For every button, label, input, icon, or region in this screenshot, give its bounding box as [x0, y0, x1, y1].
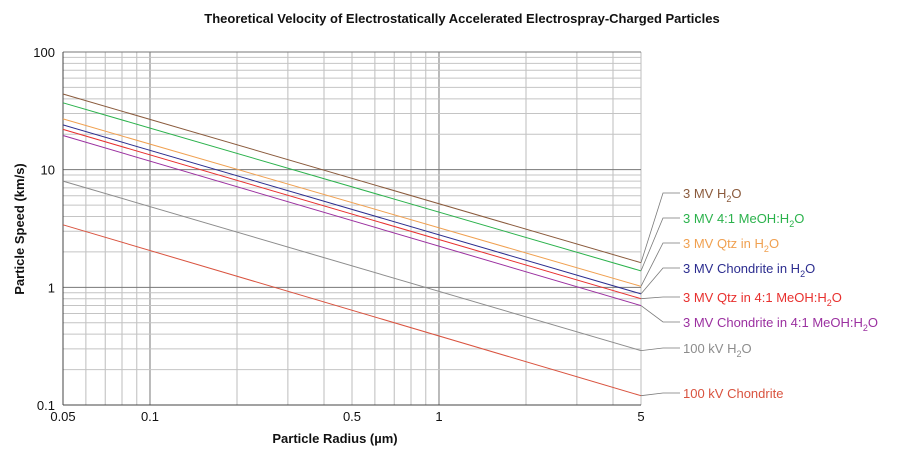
series-line — [62, 135, 642, 307]
series-line — [62, 118, 642, 287]
legend-label: 3 MV Chondrite in 4:1 MeOH:H2O — [683, 315, 878, 333]
y-tick-label: 1 — [48, 280, 55, 295]
y-tick-label: 100 — [33, 45, 55, 60]
series-line — [62, 93, 642, 264]
series-line — [62, 128, 642, 300]
legend-label: 3 MV 4:1 MeOH:H2O — [683, 211, 804, 229]
legend-label: 100 kV H2O — [683, 341, 752, 359]
legend-leader-line — [640, 305, 680, 323]
legend-leader-line — [640, 192, 680, 263]
legend-leader-line — [640, 392, 680, 397]
chart-title: Theoretical Velocity of Electrostaticall… — [204, 11, 719, 26]
y-tick-label: 0.1 — [37, 398, 55, 413]
x-tick-label: 0.5 — [343, 409, 361, 424]
legend-leader-line — [640, 347, 680, 351]
x-tick-label: 0.05 — [50, 409, 75, 424]
legend-leader-line — [640, 217, 680, 272]
legend-leader-line — [640, 296, 680, 300]
series-line — [62, 102, 642, 272]
y-tick-label: 10 — [41, 163, 55, 178]
x-axis-label: Particle Radius (µm) — [272, 431, 397, 446]
legend-label: 3 MV Qtz in H2O — [683, 236, 779, 254]
legend-leader-line — [640, 267, 680, 295]
y-axis-label: Particle Speed (km/s) — [12, 163, 27, 295]
x-tick-label: 5 — [637, 409, 644, 424]
legend-label: 3 MV Qtz in 4:1 MeOH:H2O — [683, 290, 842, 308]
axes — [62, 52, 641, 406]
legend-label: 3 MV H2O — [683, 186, 741, 204]
x-tick-label: 1 — [435, 409, 442, 424]
x-tick-label: 0.1 — [141, 409, 159, 424]
series-line — [62, 124, 642, 295]
legend-leader-line — [640, 242, 680, 287]
series-line — [62, 180, 642, 352]
legend-label: 100 kV Chondrite — [683, 386, 783, 401]
legend-label: 3 MV Chondrite in H2O — [683, 261, 815, 279]
legend: 3 MV H2O 3 MV 4:1 MeOH:H2O 3 MV Qtz in H2O… — [640, 186, 878, 401]
series-lines — [62, 93, 642, 397]
series-line — [62, 224, 642, 397]
grid — [62, 51, 642, 406]
